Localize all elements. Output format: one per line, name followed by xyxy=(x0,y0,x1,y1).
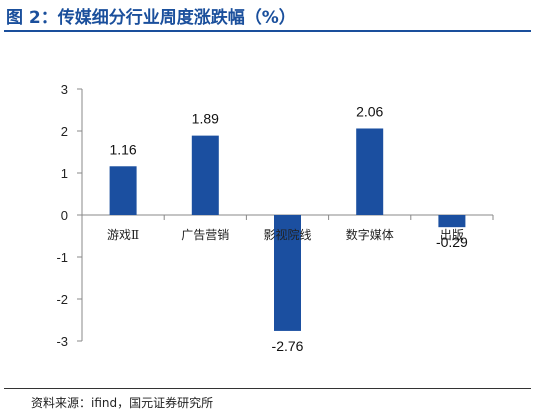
category-label: 影视院线 xyxy=(263,227,311,242)
data-label: -0.29 xyxy=(436,234,468,250)
bar xyxy=(438,215,466,228)
data-label: -2.76 xyxy=(272,338,304,354)
chart-title: 图 2：传媒细分行业周度涨跌幅（%） xyxy=(6,8,296,28)
category-label: 出版 xyxy=(440,228,464,242)
bar-layer xyxy=(109,128,466,331)
y-tick-label: -2 xyxy=(56,292,68,307)
data-label: 1.16 xyxy=(109,141,136,157)
y-tick-label: 2 xyxy=(61,124,68,139)
source-rule xyxy=(4,388,531,389)
title-rule xyxy=(4,30,531,32)
bar xyxy=(356,128,384,215)
source-note: 资料来源：ifind，国元证券研究所 xyxy=(31,396,214,410)
bar xyxy=(109,166,137,215)
title-bar: 图 2：传媒细分行业周度涨跌幅（%） xyxy=(0,0,533,32)
data-label: 2.06 xyxy=(356,103,383,119)
y-tick-label: 1 xyxy=(61,166,68,181)
category-label: 广告营销 xyxy=(181,228,229,242)
bar xyxy=(191,135,219,215)
y-tick-label: -1 xyxy=(56,250,68,265)
category-label: 数字媒体 xyxy=(346,227,394,242)
bar xyxy=(274,215,301,331)
data-label: 1.89 xyxy=(192,111,219,127)
category-label: 游戏Ⅱ xyxy=(107,228,139,242)
label-layer: 游戏Ⅱ 1.16 广告营销 1.89 影视院线 -2.76 数字媒体 2.06 出版-0.29 xyxy=(107,103,468,353)
y-tick-label: 3 xyxy=(61,82,68,97)
y-tick-label: 0 xyxy=(61,208,68,223)
y-tick-label: -3 xyxy=(56,334,68,349)
